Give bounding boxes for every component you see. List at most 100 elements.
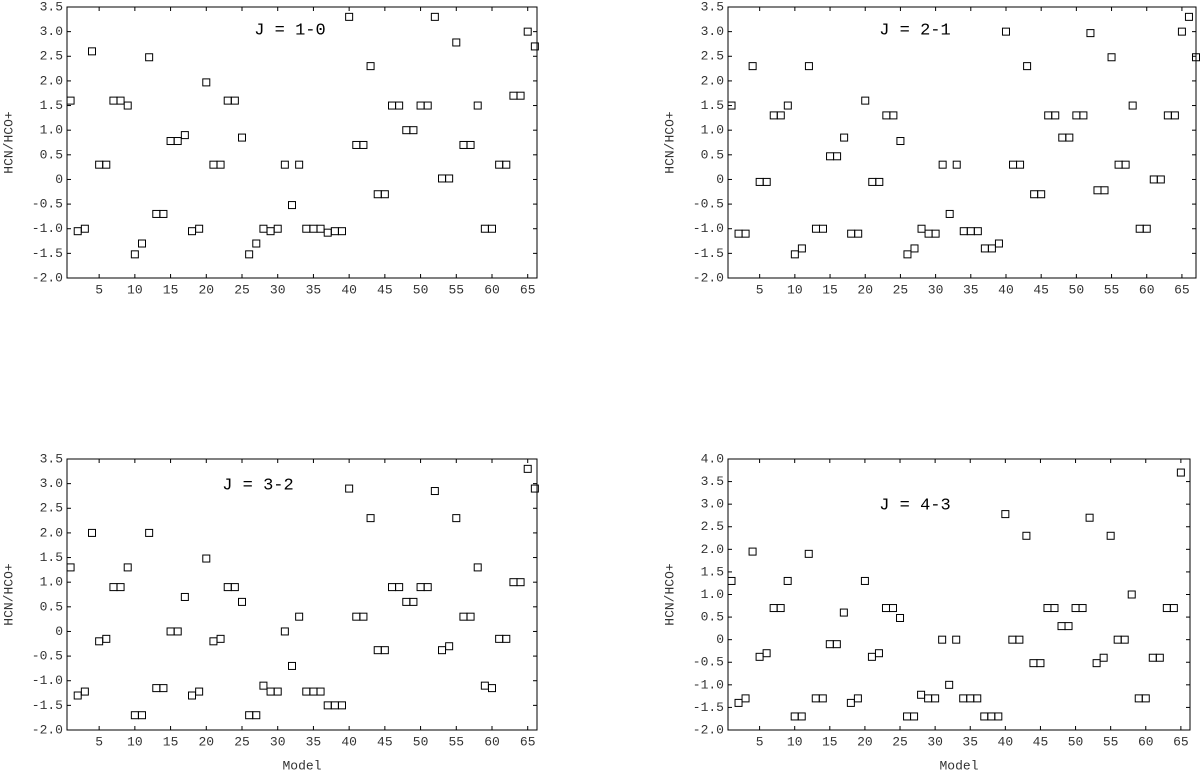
marker bbox=[854, 229, 863, 238]
x-tick-label: 65 bbox=[520, 282, 536, 297]
x-tick-label: 30 bbox=[270, 282, 286, 297]
marker bbox=[373, 190, 382, 199]
marker bbox=[783, 101, 792, 110]
marker bbox=[395, 101, 404, 110]
marker bbox=[295, 160, 304, 169]
marker bbox=[868, 177, 877, 186]
marker bbox=[861, 96, 870, 105]
marker bbox=[1043, 604, 1052, 613]
marker bbox=[159, 684, 168, 693]
marker bbox=[109, 96, 118, 105]
x-tick-label: 10 bbox=[787, 734, 803, 749]
x-tick-label: 20 bbox=[857, 282, 873, 297]
marker bbox=[409, 126, 418, 135]
panel: 3.5 3.0 2.5 2.0 1.5 1.0 0.5 0 -0.5 -1.0 -1.5 -2.0 5 1… bbox=[662, 0, 1200, 297]
chart-title: J = 4-3 bbox=[879, 496, 950, 515]
marker bbox=[388, 583, 396, 592]
marker bbox=[402, 597, 411, 606]
y-tick-label: -0.5 bbox=[32, 197, 63, 212]
marker bbox=[1001, 510, 1010, 519]
y-tick-label: 0 bbox=[716, 632, 724, 647]
marker bbox=[1036, 659, 1045, 668]
marker bbox=[881, 604, 890, 613]
marker bbox=[931, 229, 940, 238]
y-tick-label: -2.0 bbox=[32, 722, 63, 737]
marker bbox=[202, 78, 211, 87]
marker bbox=[1092, 659, 1101, 668]
marker bbox=[1141, 694, 1150, 703]
marker bbox=[825, 640, 834, 649]
marker bbox=[994, 239, 1003, 248]
marker bbox=[952, 160, 961, 169]
marker bbox=[145, 53, 154, 62]
y-axis-label: HCN/HCO+ bbox=[1, 563, 16, 626]
marker bbox=[797, 712, 806, 721]
marker bbox=[1001, 27, 1010, 36]
marker bbox=[266, 227, 275, 236]
x-tick-label: 45 bbox=[1033, 734, 1049, 749]
marker bbox=[245, 711, 254, 720]
marker bbox=[1184, 12, 1193, 21]
marker bbox=[1107, 53, 1116, 62]
marker bbox=[295, 612, 304, 621]
y-tick-label: 0.5 bbox=[701, 147, 724, 162]
marker bbox=[430, 487, 439, 496]
x-axis-label: Model bbox=[939, 758, 978, 773]
marker bbox=[416, 101, 425, 110]
marker bbox=[138, 239, 146, 248]
y-tick-label: -1.5 bbox=[693, 700, 724, 715]
marker bbox=[804, 549, 813, 558]
marker bbox=[345, 12, 354, 21]
marker bbox=[352, 140, 361, 149]
y-tick-label: 0.5 bbox=[40, 599, 63, 614]
marker bbox=[452, 38, 461, 47]
marker bbox=[1114, 160, 1123, 169]
marker bbox=[959, 694, 968, 703]
marker bbox=[438, 646, 446, 655]
marker bbox=[910, 244, 919, 253]
marker bbox=[1163, 111, 1172, 120]
marker bbox=[804, 62, 813, 71]
marker bbox=[762, 177, 771, 186]
y-tick-label: -2.0 bbox=[693, 270, 724, 285]
marker bbox=[488, 684, 496, 693]
x-tick-label: 35 bbox=[306, 734, 322, 749]
marker bbox=[395, 583, 404, 592]
marker bbox=[980, 712, 989, 721]
x-tick-label: 65 bbox=[520, 734, 536, 749]
marker bbox=[1015, 635, 1024, 644]
marker bbox=[423, 101, 432, 110]
marker bbox=[445, 174, 454, 183]
x-tick-label: 15 bbox=[163, 734, 179, 749]
marker bbox=[316, 687, 325, 696]
plot-frame bbox=[66, 6, 538, 279]
marker bbox=[138, 711, 146, 720]
marker bbox=[366, 514, 375, 523]
marker bbox=[1093, 186, 1102, 195]
marker bbox=[523, 27, 532, 36]
marker bbox=[966, 694, 975, 703]
marker bbox=[116, 96, 125, 105]
marker bbox=[1044, 111, 1053, 120]
y-tick-label: -1.0 bbox=[693, 677, 724, 692]
y-tick-label: 4.0 bbox=[701, 451, 724, 466]
marker bbox=[1016, 160, 1025, 169]
marker bbox=[459, 140, 468, 149]
x-tick-label: 20 bbox=[198, 282, 214, 297]
marker bbox=[860, 576, 869, 585]
y-tick-label: 2.5 bbox=[701, 519, 724, 534]
marker bbox=[473, 563, 482, 572]
y-tick-label: 0 bbox=[716, 172, 724, 187]
marker bbox=[1128, 101, 1137, 110]
marker bbox=[1029, 659, 1038, 668]
marker bbox=[473, 101, 482, 110]
marker bbox=[952, 635, 961, 644]
marker bbox=[811, 224, 820, 233]
x-tick-label: 55 bbox=[448, 734, 464, 749]
y-tick-label: 3.0 bbox=[40, 476, 63, 491]
marker bbox=[88, 528, 96, 537]
marker bbox=[66, 96, 75, 105]
marker bbox=[839, 608, 848, 617]
chart-title: J = 2-1 bbox=[879, 21, 950, 40]
